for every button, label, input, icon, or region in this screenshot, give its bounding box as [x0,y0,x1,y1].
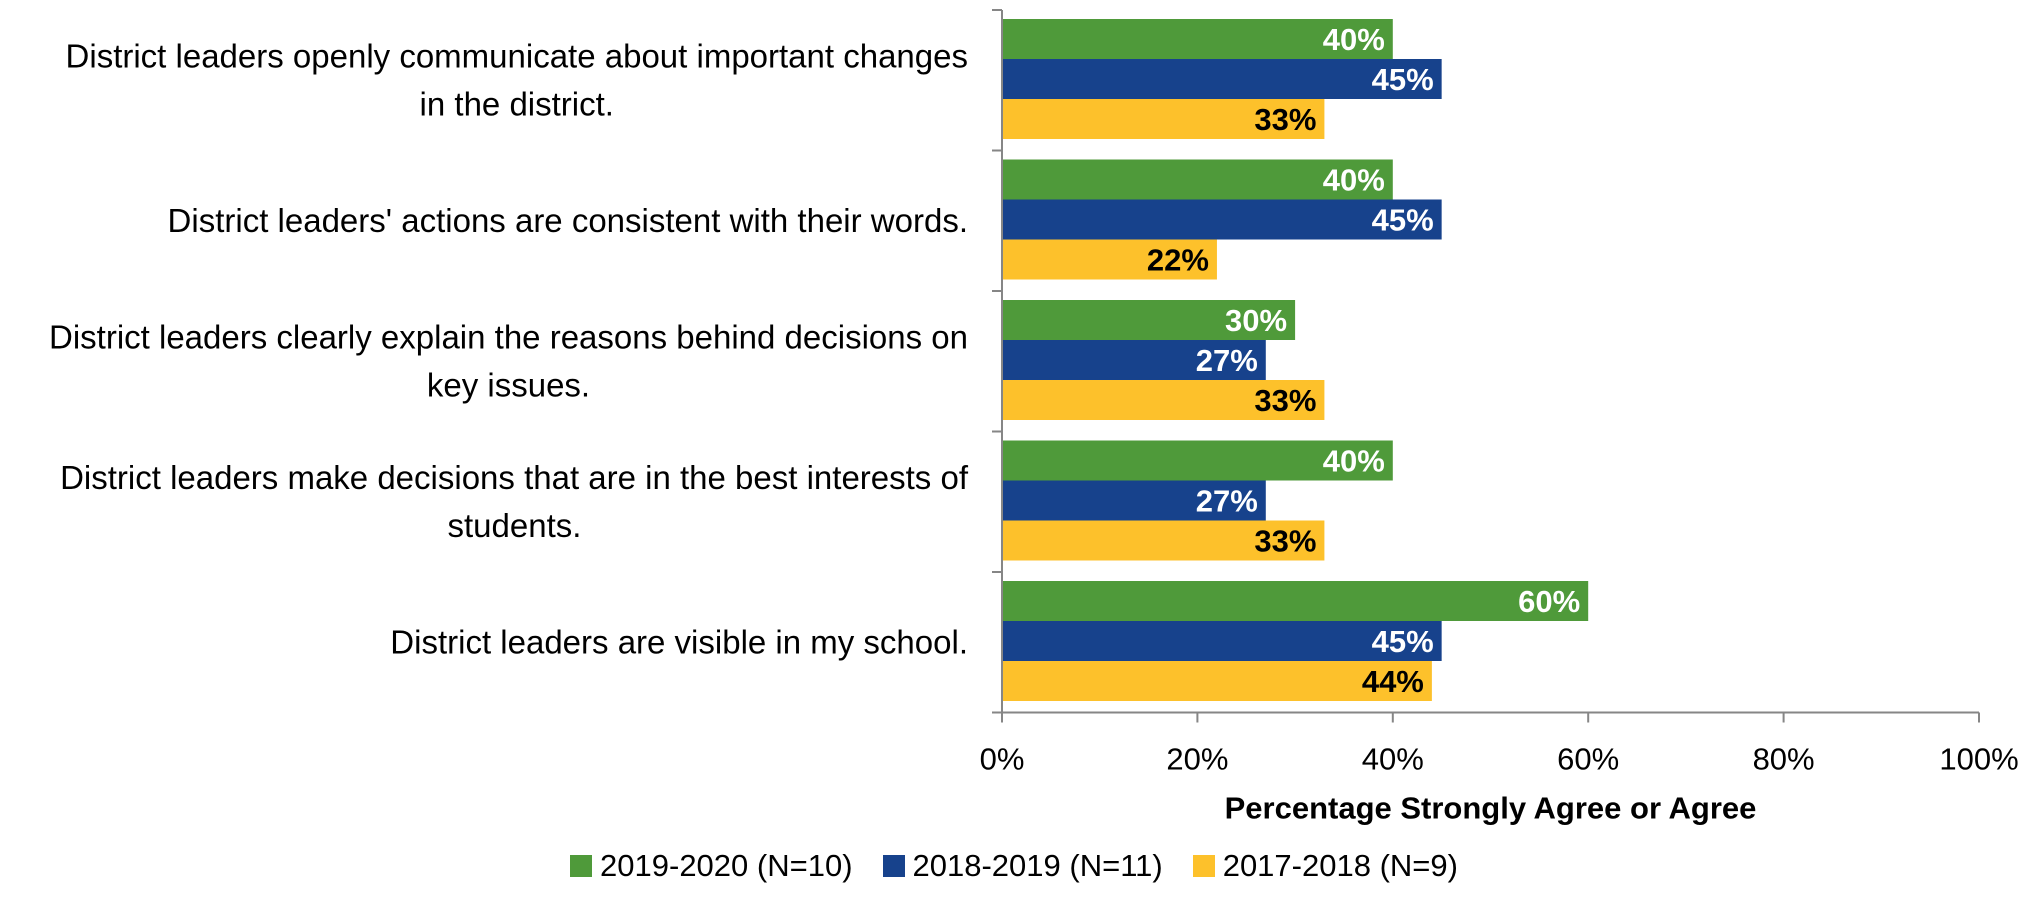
bar-2-4 [1002,661,1432,701]
data-label-1-3: 27% [1196,484,1258,519]
data-label-2-1: 22% [1147,243,1209,278]
legend-swatch-2017-2018 [1192,855,1215,877]
data-label-1-1: 45% [1372,203,1434,238]
bar-1-2 [1002,340,1266,380]
bar-2-2 [1002,380,1325,420]
data-label-2-4: 44% [1362,664,1424,699]
category-label-0-line-1: District leaders openly communicate abou… [66,37,968,74]
category-label-2-line-1: District leaders clearly explain the rea… [49,318,968,355]
bar-chart: 40% 45% 33% District leaders openly communi… [49,9,2019,826]
x-tick-label-5: 100% [1939,742,2018,777]
bar-1-4 [1002,621,1442,661]
data-label-2-3: 33% [1254,524,1316,559]
data-label-2-2: 33% [1254,383,1316,418]
bar-0-0 [1002,19,1393,59]
legend-label-2018-2019: 2018-2019 (N=11) [912,848,1163,883]
bar-0-1 [1002,159,1393,200]
legend-item-2017-2018: 2017-2018 (N=9) [1192,848,1458,884]
data-label-0-1: 40% [1323,163,1385,198]
category-label-3-line-1: District leaders make decisions that are… [60,459,969,496]
x-tick-label-3: 60% [1557,742,1619,777]
data-label-2-0: 33% [1254,102,1316,137]
category-label-0-line-2: in the district. [420,85,614,122]
x-axis-title: Percentage Strongly Agree or Agree [1225,791,1757,826]
bar-2-1 [1002,239,1217,280]
legend-swatch-2019-2020 [570,855,593,877]
bar-0-4 [1002,581,1589,621]
bar-0-3 [1002,440,1393,481]
legend-item-2019-2020: 2019-2020 (N=10) [570,848,853,884]
x-tick-label-2: 40% [1362,742,1424,777]
data-label-1-4: 45% [1372,624,1434,659]
category-label-1: District leaders' actions are consistent… [168,202,968,239]
bar-2-3 [1002,520,1325,561]
data-label-0-3: 40% [1323,444,1385,479]
bar-2-0 [1002,99,1325,139]
bar-0-2 [1002,300,1296,340]
category-label-2-line-2: key issues. [427,366,590,403]
category-label-3-line-2: students. [447,507,581,544]
data-label-0-4: 60% [1518,584,1580,619]
legend: 2019-2020 (N=10) 2018-2019 (N=11) 2017-2… [0,848,2028,884]
data-label-1-0: 45% [1372,62,1434,97]
bar-1-0 [1002,59,1442,99]
data-label-1-2: 27% [1196,343,1258,378]
data-label-0-2: 30% [1225,303,1287,338]
x-tick-label-4: 80% [1753,742,1815,777]
legend-item-2018-2019: 2018-2019 (N=11) [882,848,1163,884]
x-tick-label-1: 20% [1166,742,1228,777]
legend-label-2019-2020: 2019-2020 (N=10) [600,848,853,883]
category-label-4: District leaders are visible in my schoo… [390,623,968,660]
bar-1-3 [1002,480,1266,521]
legend-swatch-2018-2019 [882,855,905,877]
x-tick-label-0: 0% [980,742,1025,777]
bar-1-1 [1002,199,1442,240]
legend-label-2017-2018: 2017-2018 (N=9) [1222,848,1458,883]
data-label-0-0: 40% [1323,22,1385,57]
